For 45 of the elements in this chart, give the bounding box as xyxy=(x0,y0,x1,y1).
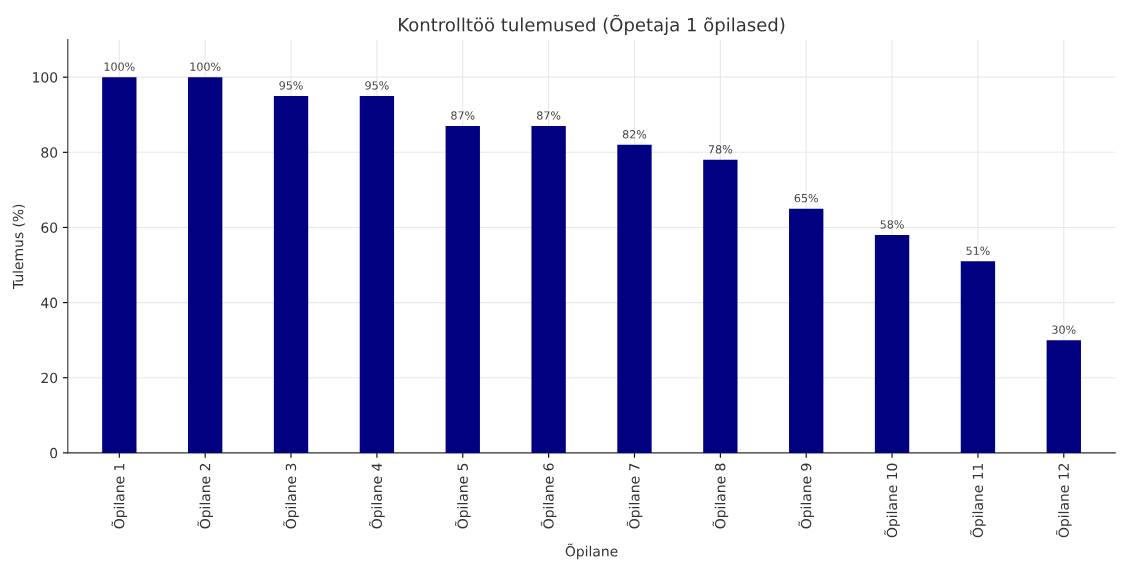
y-tick-label: 20 xyxy=(41,372,58,384)
x-tick-label: Õpilane 8 xyxy=(712,463,729,529)
y-axis-title: Tulemus (%) xyxy=(12,204,25,290)
bar xyxy=(874,234,910,453)
data-label: 87% xyxy=(451,111,475,120)
data-label: 51% xyxy=(966,246,990,255)
data-label: 58% xyxy=(880,220,904,229)
chart-title: Kontrolltöö tulemused (Õpetaja 1 õpilased) xyxy=(399,14,785,36)
x-tick-label: Õpilane 1 xyxy=(111,463,128,529)
bar xyxy=(188,77,223,453)
y-tick-label: 80 xyxy=(41,147,58,158)
x-tick-label: Õpilane 12 xyxy=(1055,464,1072,538)
bar xyxy=(359,95,395,453)
data-label: 100% xyxy=(104,62,135,71)
x-tick-label: Õpilane 2 xyxy=(197,464,213,529)
x-tick-label: Õpilane 6 xyxy=(540,463,557,529)
bar xyxy=(102,77,137,453)
bar xyxy=(960,261,996,453)
data-label: 78% xyxy=(708,145,733,154)
bar xyxy=(789,208,824,453)
data-label: 65% xyxy=(794,193,818,203)
x-tick-label: Õpilane 5 xyxy=(454,463,471,529)
y-tick-label: 0 xyxy=(50,447,58,459)
data-label: 87% xyxy=(537,111,561,120)
x-tick-label: Õpilane 4 xyxy=(369,463,385,529)
x-tick-label: Õpilane 9 xyxy=(798,463,815,529)
x-tick-label: Õpilane 7 xyxy=(626,463,643,529)
bar xyxy=(703,159,738,453)
data-label: 82% xyxy=(622,130,647,139)
bar xyxy=(273,95,309,453)
x-tick-label: Õpilane 11 xyxy=(970,463,986,538)
x-tick-label: Õpilane 10 xyxy=(884,463,900,538)
bar xyxy=(1046,340,1081,453)
data-label: 95% xyxy=(279,81,303,90)
bar xyxy=(531,126,566,453)
data-label: 95% xyxy=(365,81,389,90)
data-label: 30% xyxy=(1052,325,1076,334)
bar xyxy=(445,126,480,453)
x-tick-label: Õpilane 3 xyxy=(283,463,299,529)
y-tick-label: 40 xyxy=(41,297,58,309)
data-label: 100% xyxy=(190,62,221,71)
bar xyxy=(617,144,652,453)
x-axis-title: Õpilane xyxy=(565,543,618,560)
y-tick-label: 100 xyxy=(33,72,58,83)
y-tick-label: 60 xyxy=(41,222,58,233)
